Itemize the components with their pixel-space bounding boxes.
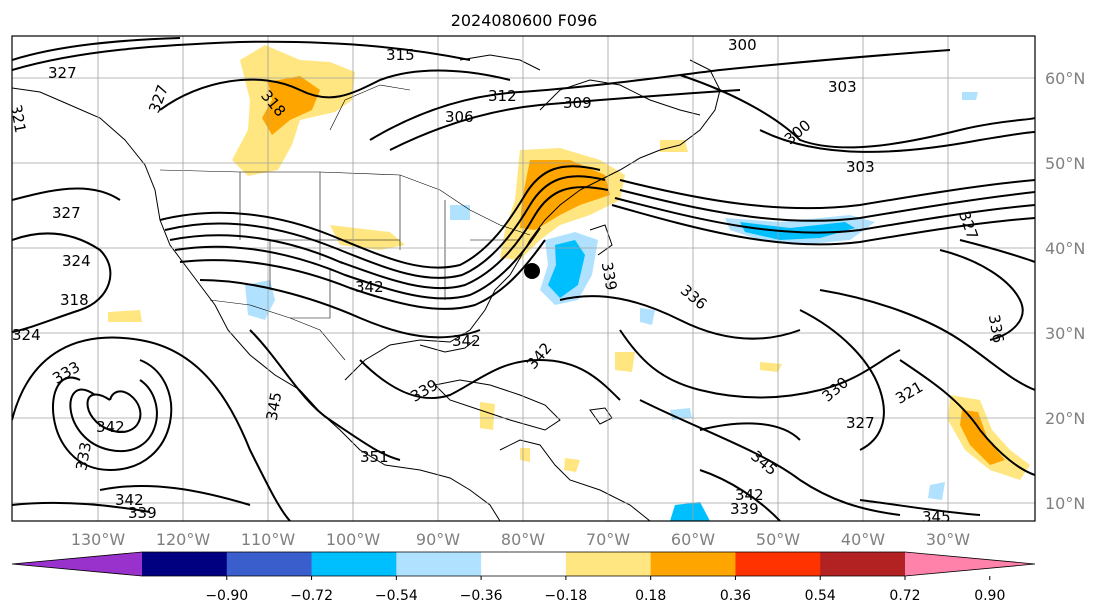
colorbar-segment: [396, 552, 482, 576]
positive-anomaly-shading: [108, 45, 1030, 480]
lon-label: 110°W: [241, 530, 296, 549]
lon-label: 50°W: [756, 530, 800, 549]
figure-title: 2024080600 F096: [451, 11, 598, 30]
contour-label: 300: [728, 36, 757, 54]
contour-label: 342: [735, 486, 764, 504]
colorbar-segment: [735, 552, 821, 576]
contour-label: 327: [52, 204, 81, 222]
colorbar-tick-label: 0.18: [635, 588, 666, 604]
lon-label: 100°W: [326, 530, 381, 549]
contour-label: 309: [563, 94, 592, 112]
lat-label: 30°N: [1045, 324, 1085, 343]
negative-anomaly-shading: [245, 92, 978, 521]
lon-label: 30°W: [926, 530, 970, 549]
contour-label: 303: [846, 158, 875, 176]
contour-label: 336: [985, 313, 1008, 344]
lon-label: 60°W: [671, 530, 715, 549]
contour-lines: [12, 37, 1035, 521]
longitude-labels: 130°W 120°W 110°W 100°W 90°W 80°W 70°W 6…: [71, 530, 970, 549]
colorbar-segment: [226, 552, 313, 576]
colorbar-tick-label: 0.72: [889, 588, 920, 604]
colorbar-tick-label: 0.36: [720, 588, 751, 604]
lat-label: 40°N: [1045, 239, 1085, 258]
map-frame: [11, 35, 1036, 522]
colorbar: [11, 551, 1036, 577]
colorbar-tick-label: −0.72: [290, 588, 333, 604]
colorbar-segment: [142, 552, 228, 576]
colorbar-tick-labels: −0.90 −0.72 −0.54 −0.36 −0.18 0.18 0.36 0.54 0.7…: [205, 576, 1005, 604]
contour-label: 327: [846, 414, 875, 432]
contour-label: 327: [48, 64, 77, 82]
lat-label: 50°N: [1045, 154, 1085, 173]
colorbar-segment: [311, 552, 397, 576]
colorbar-tick-label: −0.36: [460, 588, 503, 604]
contour-label: 339: [730, 500, 759, 518]
contour-labels: 327 321 327 315 318 306 312 309 300 303 …: [7, 36, 1008, 526]
contour-label: 342: [115, 491, 144, 509]
colorbar-segment: [650, 552, 736, 576]
colorbar-segment: [565, 552, 652, 576]
colorbar-outline: [11, 551, 1036, 577]
contour-label: 312: [488, 87, 517, 105]
contour-label: 306: [445, 108, 474, 126]
lon-label: 40°W: [841, 530, 885, 549]
contour-label: 339: [598, 261, 621, 292]
lon-label: 130°W: [71, 530, 126, 549]
lon-label: 80°W: [501, 530, 545, 549]
colorbar-segment: [481, 552, 567, 576]
lon-label: 120°W: [156, 530, 211, 549]
contour-label: 342: [355, 278, 384, 296]
contour-label: 345: [263, 391, 286, 422]
contour-label: 321: [7, 103, 30, 134]
colorbar-segment: [12, 552, 142, 576]
contour-label: 318: [60, 291, 89, 309]
contour-label: 315: [386, 46, 415, 64]
storm-center-dot: [524, 263, 540, 279]
colorbar-segment: [820, 552, 906, 576]
contour-label: 303: [828, 78, 857, 96]
contour-label: 324: [62, 252, 91, 270]
contour-label: 351: [360, 448, 389, 466]
colorbar-segment: [905, 552, 1035, 576]
contour-label: 333: [72, 441, 95, 472]
colorbar-tick-label: −0.18: [544, 588, 587, 604]
map-area: 327 321 327 315 318 306 312 309 300 303 …: [7, 36, 1035, 526]
contour-label: 342: [452, 332, 481, 350]
lat-label: 20°N: [1045, 409, 1085, 428]
lon-label: 90°W: [416, 530, 460, 549]
contour-label: 324: [12, 326, 41, 344]
contour-label: 339: [128, 504, 157, 522]
lon-label: 70°W: [586, 530, 630, 549]
lat-label: 10°N: [1045, 494, 1085, 513]
lat-label: 60°N: [1045, 69, 1085, 88]
latitude-labels: 60°N 50°N 40°N 30°N 20°N 10°N: [1045, 69, 1085, 513]
colorbar-tick-label: −0.90: [205, 588, 248, 604]
colorbar-tick-label: −0.54: [375, 588, 418, 604]
contour-label: 342: [96, 418, 125, 436]
contour-label: 345: [922, 508, 951, 526]
colorbar-tick-label: 0.54: [805, 588, 836, 604]
colorbar-tick-label: 0.90: [974, 588, 1005, 604]
political-borders: [159, 84, 531, 361]
